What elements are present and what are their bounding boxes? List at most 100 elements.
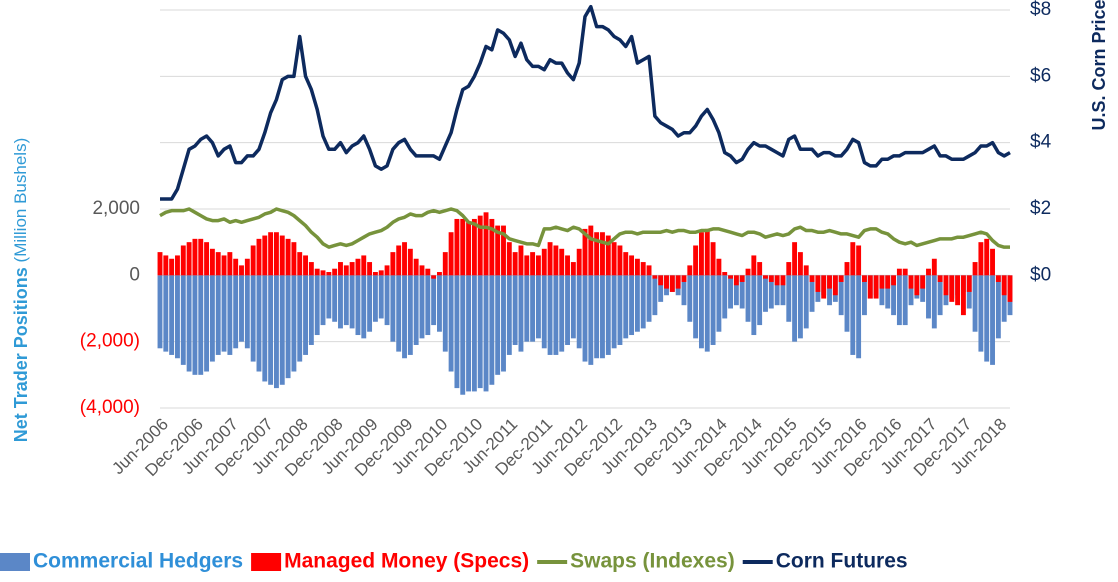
bar (768, 275, 774, 282)
bar (698, 275, 704, 349)
bar (681, 275, 687, 282)
bar (780, 275, 786, 306)
bar (728, 275, 733, 309)
bar (949, 275, 955, 302)
bar (960, 275, 966, 316)
bar (169, 258, 175, 276)
bar (396, 245, 402, 276)
bar (640, 262, 646, 276)
bar (797, 252, 803, 276)
bar (570, 275, 576, 339)
legend-swatch (251, 553, 282, 571)
bar (297, 275, 303, 362)
bar (669, 275, 675, 292)
bar (582, 275, 588, 362)
legend-item: Corn Futures (742, 550, 908, 573)
bar (343, 265, 349, 276)
bar (623, 252, 629, 276)
bar (233, 275, 239, 349)
bar (535, 275, 541, 339)
bar (681, 275, 687, 306)
bar (233, 258, 239, 276)
bar (227, 252, 233, 276)
bar (611, 275, 617, 349)
bar (355, 275, 361, 336)
bar (582, 228, 588, 276)
bar (250, 275, 256, 362)
bar (873, 275, 879, 299)
bar (931, 275, 937, 329)
bar (273, 232, 279, 276)
bar (291, 275, 297, 372)
bar (390, 275, 396, 342)
bar (355, 258, 361, 276)
bar (262, 275, 268, 382)
bar (943, 275, 949, 296)
y2-tick-label: $8 (1030, 0, 1051, 20)
bar (175, 275, 180, 359)
bar (402, 275, 407, 359)
bar (518, 245, 524, 276)
legend-item: Managed Money (Specs) (251, 550, 529, 573)
bar (838, 275, 844, 282)
legend-item: Commercial Hedgers (0, 550, 243, 573)
bar (227, 275, 233, 355)
bar (489, 275, 495, 385)
bar (268, 275, 274, 385)
bar (990, 275, 995, 365)
bar-series (157, 275, 1013, 395)
bar (291, 242, 297, 276)
bar (454, 218, 460, 276)
bar (303, 275, 308, 355)
bar (186, 242, 192, 276)
bar (710, 275, 716, 345)
bar (244, 258, 250, 276)
bar (308, 262, 314, 276)
bar (885, 275, 891, 309)
bar (448, 232, 454, 276)
bar (466, 275, 472, 392)
bar (326, 272, 332, 276)
bar (489, 218, 495, 276)
bar (984, 238, 990, 276)
bar (763, 275, 768, 312)
bar (629, 275, 635, 336)
bar (437, 272, 442, 276)
bar (815, 275, 821, 292)
bar (349, 275, 355, 329)
bar (198, 238, 204, 276)
bar (559, 248, 565, 276)
bar (594, 275, 600, 359)
bar (634, 258, 640, 276)
bar (605, 275, 611, 355)
y2-tick-label: $4 (1030, 132, 1052, 153)
bar (867, 275, 873, 299)
bar (646, 275, 652, 322)
bar (361, 255, 367, 276)
bar (285, 275, 291, 379)
bar (256, 238, 262, 276)
y-tick-label: (4,000) (80, 397, 140, 418)
bar (343, 275, 349, 326)
bar (832, 275, 838, 296)
bar (402, 242, 407, 276)
bar (675, 275, 681, 289)
bar (995, 275, 1001, 339)
bar (792, 242, 798, 276)
bar (594, 232, 600, 276)
bar (215, 252, 221, 276)
bar (698, 232, 704, 276)
bar (524, 255, 530, 276)
bar (326, 275, 332, 319)
bar (175, 255, 180, 276)
bar (623, 275, 629, 339)
bar (757, 275, 763, 326)
bar (710, 242, 716, 276)
bar (600, 232, 605, 276)
bar (483, 275, 489, 392)
bar (605, 235, 611, 276)
bar (215, 275, 221, 355)
bar (687, 265, 693, 276)
bar (739, 275, 745, 309)
